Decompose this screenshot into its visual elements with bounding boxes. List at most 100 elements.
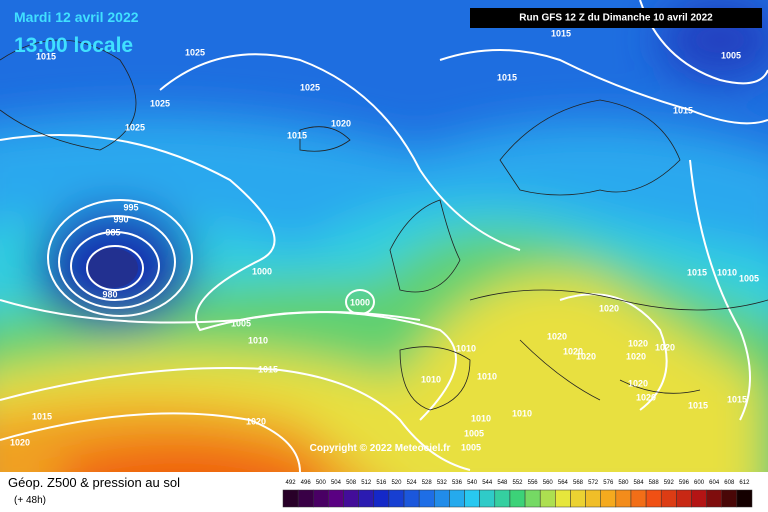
- scale-label: 500: [316, 480, 327, 486]
- scale-swatch: [449, 489, 465, 508]
- isobar-label: 1015: [551, 28, 571, 38]
- isobar-label: 1020: [563, 346, 583, 356]
- scale-swatch: [297, 489, 314, 508]
- scale-swatch: [313, 489, 329, 508]
- scale-label: 524: [407, 480, 418, 486]
- isobar-label: 1025: [150, 98, 170, 108]
- scale-label: 520: [391, 480, 402, 486]
- isobar-label: 1000: [252, 266, 272, 276]
- isobar-label: 980: [102, 289, 117, 299]
- scale-swatch: [388, 489, 405, 508]
- scale-label: 572: [588, 480, 599, 486]
- scale-swatch: [555, 489, 571, 508]
- isobar-label: 1010: [471, 413, 491, 423]
- isobar-label: 1025: [300, 82, 320, 92]
- scale-swatch: [282, 489, 299, 508]
- scale-swatch: [539, 489, 556, 508]
- scale-label: 596: [679, 480, 690, 486]
- lead-time: (+ 48h): [14, 495, 46, 506]
- isobar-label: 1020: [655, 342, 675, 352]
- isobar-label: 1010: [456, 343, 476, 353]
- scale-swatch: [721, 489, 738, 508]
- scale-swatch: [464, 489, 480, 508]
- scale-label: 608: [724, 480, 735, 486]
- isobar-label: 1015: [688, 400, 708, 410]
- scale-swatch: [494, 489, 511, 508]
- isobar-label: 1010: [717, 267, 737, 277]
- coastlines: [0, 39, 768, 411]
- scale-label: 532: [437, 480, 448, 486]
- scale-swatch: [570, 489, 586, 508]
- scale-swatch: [585, 489, 601, 508]
- isobar-label: 1020: [246, 416, 266, 426]
- scale-swatch: [615, 489, 632, 508]
- scale-label: 588: [649, 480, 660, 486]
- isobar-label: 1020: [636, 392, 656, 402]
- scale-label: 544: [482, 480, 493, 486]
- scale-swatch: [434, 489, 450, 508]
- scale-label: 540: [467, 480, 478, 486]
- scale-label: 492: [286, 480, 297, 486]
- isobar-label: 1010: [477, 371, 497, 381]
- scale-swatch: [600, 489, 617, 508]
- scale-swatch: [343, 489, 359, 508]
- scale-label: 556: [528, 480, 539, 486]
- copyright: Copyright © 2022 Meteociel.fr: [310, 443, 451, 454]
- isobar-labels: 1015 1025 1025 1025 1025 1015 1020 1015 1015 1005…: [10, 28, 759, 452]
- isobar-label: 995: [123, 202, 138, 212]
- scale-label: 536: [452, 480, 463, 486]
- scale-label: 548: [497, 480, 508, 486]
- isobar-label: 1015: [727, 394, 747, 404]
- isobar-label: 1015: [32, 411, 52, 421]
- scale-swatch: [373, 489, 390, 508]
- run-box: [470, 8, 762, 28]
- isobar-label: 1010: [421, 374, 441, 384]
- isobar-label: 1025: [185, 47, 205, 57]
- isobar-label: 1010: [248, 335, 268, 345]
- scale-swatch: [736, 489, 753, 508]
- scale-label: 584: [634, 480, 645, 486]
- isobar-label: 1020: [628, 378, 648, 388]
- isobar-lines: [0, 0, 768, 472]
- scale-swatch: [403, 489, 420, 508]
- scale-swatch: [706, 489, 722, 508]
- run-info: Run GFS 12 Z du Dimanche 10 avril 2022: [519, 13, 713, 24]
- isobar-label: 1015: [687, 267, 707, 277]
- scale-label: 508: [346, 480, 357, 486]
- legend-title: Géop. Z500 & pression au sol: [8, 475, 180, 490]
- date: Mardi 12 avril 2022: [14, 9, 139, 25]
- scale-label: 528: [422, 480, 433, 486]
- isobar-label: 1010: [512, 408, 532, 418]
- isobar-label: 1015: [258, 364, 278, 374]
- scale-swatch: [358, 489, 375, 508]
- scale-label: 592: [664, 480, 675, 486]
- scale-label: 604: [709, 480, 720, 486]
- isobar-label: 1005: [464, 428, 484, 438]
- isobar-label: 990: [113, 214, 128, 224]
- scale-swatch: [509, 489, 526, 508]
- scale-swatch: [524, 489, 541, 508]
- scale-swatch: [676, 489, 692, 508]
- scale-swatch: [328, 489, 344, 508]
- isobar-label: 1000: [350, 297, 370, 307]
- isobar-label: 985: [105, 227, 120, 237]
- scale-label: 512: [361, 480, 372, 486]
- scale-label: 560: [543, 480, 554, 486]
- local-time: 13:00 locale: [14, 34, 133, 57]
- isobar-label: 1005: [461, 442, 481, 452]
- isobar-label: 1020: [10, 437, 30, 447]
- scale-label: 612: [739, 480, 750, 486]
- isobar-label: 1020: [576, 351, 596, 361]
- isobar-label: 1005: [231, 318, 251, 328]
- scale-swatch: [479, 489, 496, 508]
- scale-label: 504: [331, 480, 342, 486]
- isobar-label: 1020: [599, 303, 619, 313]
- isobar-label: 1015: [673, 105, 693, 115]
- scale-label: 564: [558, 480, 569, 486]
- isobar-label: 1015: [497, 72, 517, 82]
- scale-swatch: [630, 489, 647, 508]
- scale-swatch: [645, 489, 662, 508]
- isobar-label: 1015: [287, 130, 307, 140]
